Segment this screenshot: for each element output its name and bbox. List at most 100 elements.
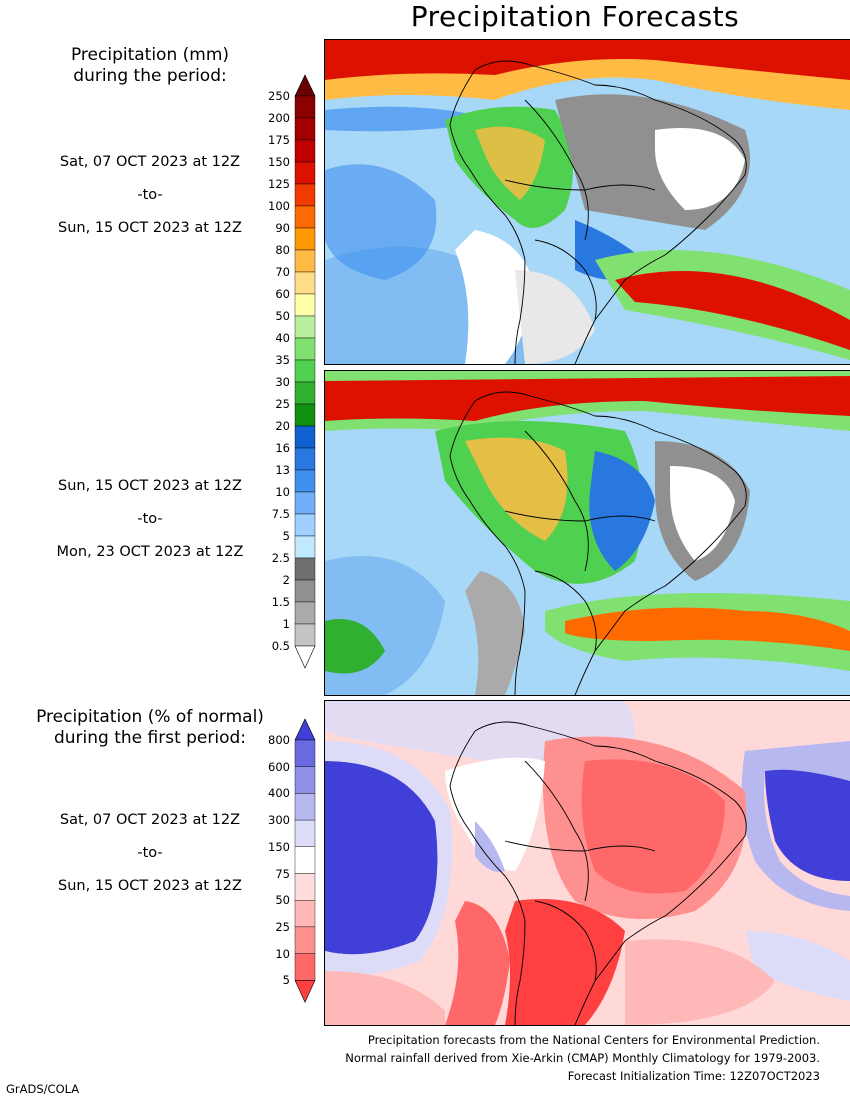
period-1-start: Sat, 07 OCT 2023 at 12Z [59,154,241,170]
mm-ramp-bottom-arrow [294,645,316,669]
mm-ramp-swatch [294,95,316,119]
pct-legend-heading-line2: during the first period: [53,728,247,748]
mm-ramp-swatch [294,557,316,581]
footer-notes: Precipitation forecasts from the Nationa… [345,1031,820,1085]
mm-tick-label: 2.5 [271,551,290,565]
pct-ramp-swatch [294,899,316,928]
pct-tick-label: 800 [268,733,290,747]
map-period-2 [324,370,850,696]
period-2-label: Sun, 15 OCT 2023 at 12Z -to- Mon, 23 OCT… [30,470,270,569]
mm-ramp-swatch [294,601,316,625]
pct-tick-label: 300 [268,813,290,828]
pct-ramp-swatch [294,953,316,981]
footer-line-1: Precipitation forecasts from the Nationa… [367,1033,820,1047]
mm-ramp-swatch [294,315,316,339]
mm-ramp-swatch [294,117,316,141]
pct-ramp-top-arrow [294,718,316,741]
period-3-sep: -to- [137,845,163,861]
pct-ramp-svg [294,718,316,1004]
pct-ramp-swatch [294,793,316,821]
mm-ramp-swatch [294,425,316,449]
mm-ramp-swatch [294,447,316,471]
footer-line-3: Forecast Initialization Time: 12Z07OCT20… [567,1069,820,1083]
mm-ramp-swatch [294,183,316,207]
mm-tick-label: 20 [275,419,290,433]
mm-ramp-swatch [294,403,316,427]
mm-tick-label: 1.5 [271,595,290,609]
period-2-start: Sun, 15 OCT 2023 at 12Z [58,478,242,494]
period-3-label: Sat, 07 OCT 2023 at 12Z -to- Sun, 15 OCT… [30,804,270,903]
mm-legend-heading-line1: Precipitation (mm) [70,45,230,65]
mm-ramp-swatch [294,513,316,537]
pct-ramp-swatch [294,766,316,794]
mm-tick-label: 175 [268,133,290,147]
footer-line-2: Normal rainfall derived from Xie-Arkin (… [345,1051,820,1065]
period-1-label: Sat, 07 OCT 2023 at 12Z -to- Sun, 15 OCT… [30,146,270,245]
period-3-start: Sat, 07 OCT 2023 at 12Z [59,812,241,828]
mm-tick-label: 2 [282,573,290,587]
map-period-1 [324,39,850,365]
page-title: Precipitation Forecasts [410,0,740,33]
mm-ramp-top-arrow [294,74,316,97]
pct-ramp-swatch [294,819,316,847]
mm-ramp-swatch [294,337,316,361]
mm-tick-label: 80 [275,243,290,257]
pct-ramp-swatch [294,926,316,954]
mm-tick-label: 35 [275,353,290,367]
mm-tick-label: 25 [275,397,290,411]
pct-tick-label: 5 [282,973,290,988]
mm-tick-label: 125 [268,177,290,191]
pct-tick-label: 10 [275,946,290,961]
mm-ramp-swatch [294,271,316,295]
mm-tick-label: 7.5 [271,507,290,521]
credit-label: GrADS/COLA [6,1082,80,1096]
mm-ramp-swatch [294,469,316,493]
mm-tick-label: 16 [275,441,290,455]
period-2-end: Mon, 23 OCT 2023 at 12Z [56,544,244,560]
mm-tick-label: 1 [282,617,290,631]
mm-color-ramp: 250 200 175 150 125 100 90 80 70 60 50 40 35 30 25 20 16… [250,74,318,669]
mm-tick-label: 60 [275,287,290,301]
pct-tick-label: 25 [275,919,290,934]
mm-tick-label: 90 [275,221,290,235]
mm-ramp-swatch [294,249,316,273]
period-1-sep: -to- [137,187,163,203]
mm-legend-heading-line2: during the period: [73,66,227,86]
period-1-end: Sun, 15 OCT 2023 at 12Z [58,220,242,236]
pct-legend-heading: Precipitation (% of normal) during the f… [10,707,290,749]
pct-color-ramp: 800 600 400 300 150 75 50 25 10 5 [250,718,318,1004]
mm-legend-heading: Precipitation (mm) during the period: [40,45,260,87]
pct-tick-label: 400 [268,786,290,801]
mm-ramp-swatch [294,623,316,647]
map-percent-of-normal [324,700,850,1026]
pct-tick-label: 600 [268,759,290,774]
mm-ramp-svg [294,74,316,669]
mm-ramp-swatch [294,293,316,317]
mm-ramp-swatch [294,579,316,603]
mm-tick-label: 40 [275,331,290,345]
pct-ramp-swatch [294,739,316,767]
mm-tick-label: 30 [275,375,290,389]
mm-tick-label: 5 [282,529,290,543]
mm-tick-label: 70 [275,265,290,279]
mm-tick-label: 150 [268,155,290,169]
mm-ramp-swatch [294,359,316,383]
pct-tick-label: 150 [268,839,290,854]
period-2-sep: -to- [137,511,163,527]
pct-legend-heading-line1: Precipitation (% of normal) [36,707,264,727]
pct-ramp-swatch [294,873,316,901]
mm-tick-label: 50 [275,309,290,323]
pct-tick-label: 75 [275,866,290,881]
pct-ramp-swatch [294,846,316,874]
mm-ramp-swatch [294,227,316,251]
mm-ramp-swatch [294,491,316,515]
mm-tick-label: 250 [268,89,290,103]
mm-ramp-swatch [294,161,316,185]
mm-ramp-swatch [294,535,316,559]
mm-tick-label: 100 [268,199,290,213]
mm-ramp-swatch [294,205,316,229]
mm-tick-label: 200 [268,111,290,125]
mm-ramp-swatch [294,139,316,163]
pct-tick-label: 50 [275,893,290,908]
mm-ramp-swatch [294,381,316,405]
